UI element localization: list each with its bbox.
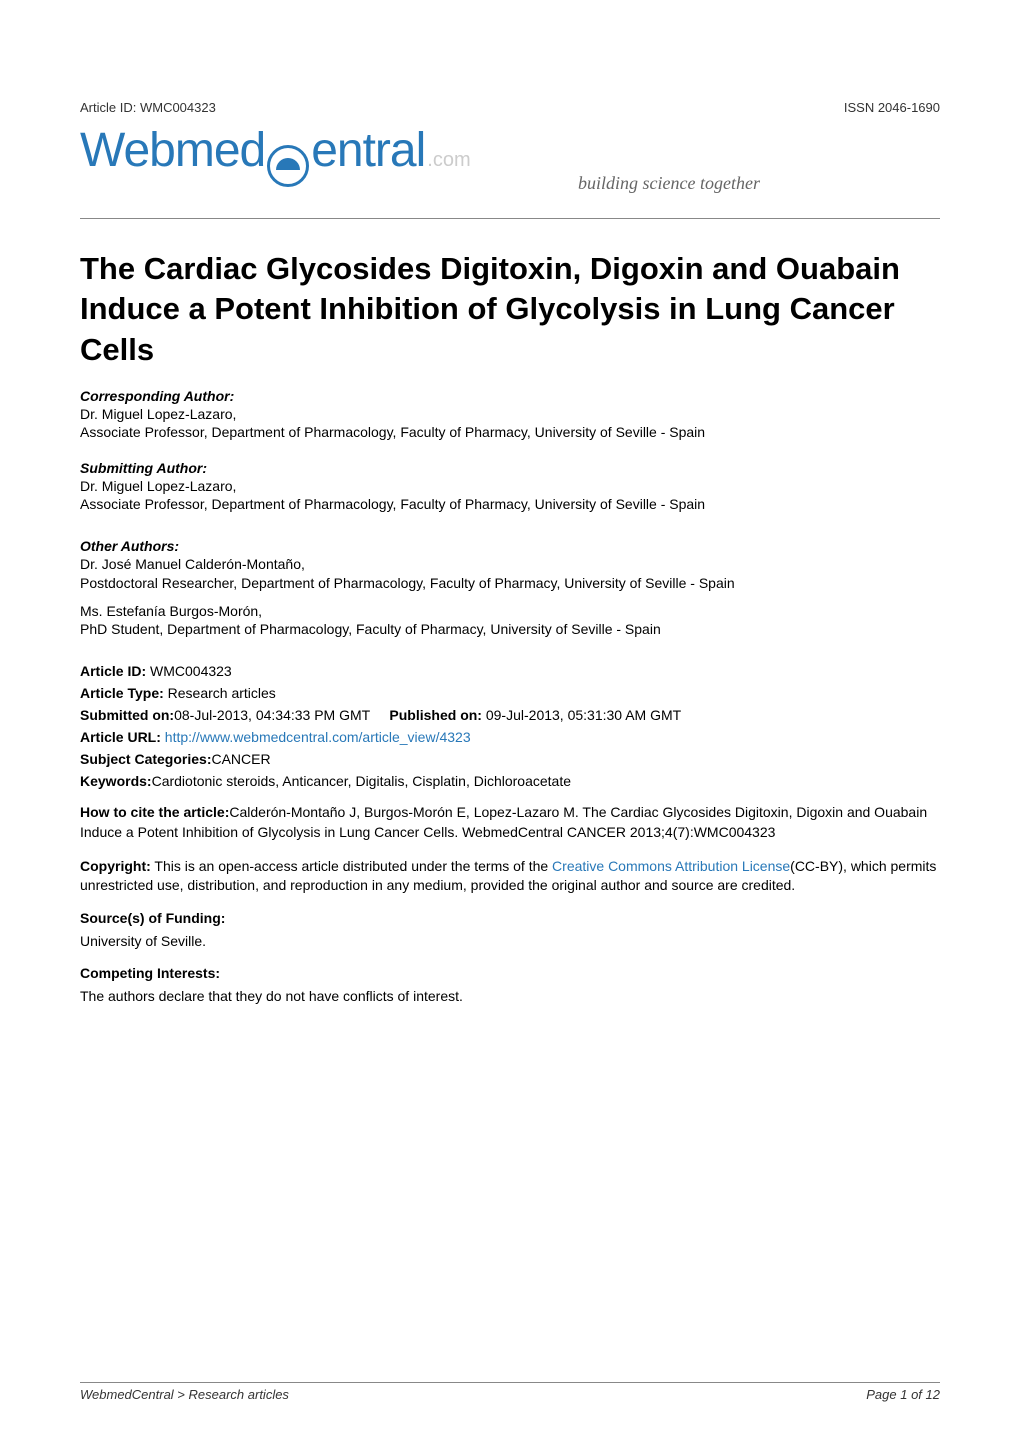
meta-competing-label: Competing Interests: — [80, 965, 220, 981]
meta-article-url-link[interactable]: http://www.webmedcentral.com/article_vie… — [165, 729, 471, 745]
logo-container: Webmed entral .com building science toge… — [80, 123, 940, 194]
meta-article-type: Article Type: Research articles — [80, 685, 940, 701]
meta-submitted-value: 08-Jul-2013, 04:34:33 PM GMT — [174, 707, 370, 723]
footer-row: WebmedCentral > Research articles Page 1… — [80, 1387, 940, 1402]
footer-right: Page 1 of 12 — [866, 1387, 940, 1402]
meta-article-url-label: Article URL: — [80, 729, 161, 745]
meta-article-id: Article ID: WMC004323 — [80, 663, 940, 679]
header-row: Article ID: WMC004323 ISSN 2046-1690 — [80, 100, 940, 115]
other-author-1-affiliation: Postdoctoral Researcher, Department of P… — [80, 574, 940, 594]
meta-keywords-label: Keywords: — [80, 773, 152, 789]
meta-competing-value: The authors declare that they do not hav… — [80, 987, 940, 1007]
meta-article-id-label: Article ID: — [80, 663, 146, 679]
corresponding-author-name: Dr. Miguel Lopez-Lazaro, — [80, 406, 940, 422]
meta-subject-categories: Subject Categories:CANCER — [80, 751, 940, 767]
meta-keywords-value: Cardiotonic steroids, Anticancer, Digita… — [152, 773, 571, 789]
meta-subject-categories-value: CANCER — [211, 751, 270, 767]
meta-article-id-value: WMC004323 — [150, 663, 232, 679]
meta-copyright: Copyright: This is an open-access articl… — [80, 857, 940, 896]
meta-article-type-value: Research articles — [168, 685, 276, 701]
header-article-id-label: Article ID: — [80, 100, 136, 115]
logo-text-webmed: Webmed — [80, 123, 265, 178]
meta-funding-label-row: Source(s) of Funding: — [80, 910, 940, 926]
corresponding-author-label: Corresponding Author: — [80, 388, 940, 404]
article-title: The Cardiac Glycosides Digitoxin, Digoxi… — [80, 249, 940, 370]
meta-submitted-published: Submitted on:08-Jul-2013, 04:34:33 PM GM… — [80, 707, 940, 723]
meta-how-to-cite-label: How to cite the article: — [80, 804, 229, 820]
submitting-author-affiliation: Associate Professor, Department of Pharm… — [80, 496, 940, 512]
other-author-2-affiliation: PhD Student, Department of Pharmacology,… — [80, 621, 940, 637]
meta-copyright-link[interactable]: Creative Commons Attribution License — [552, 858, 790, 874]
header-issn: ISSN 2046-1690 — [844, 100, 940, 115]
footer-left: WebmedCentral > Research articles — [80, 1387, 289, 1402]
other-authors-block: Other Authors: Dr. José Manuel Calderón-… — [80, 538, 940, 638]
logo-circle-icon — [267, 145, 309, 187]
footer: WebmedCentral > Research articles Page 1… — [80, 1382, 940, 1402]
other-author-1-name: Dr. José Manuel Calderón-Montaño, — [80, 556, 940, 572]
meta-how-to-cite: How to cite the article:Calderón-Montaño… — [80, 803, 940, 842]
meta-copyright-label: Copyright: — [80, 858, 151, 874]
divider-top — [80, 218, 940, 219]
meta-submitted-label: Submitted on: — [80, 707, 174, 723]
header-article-id-value: WMC004323 — [140, 100, 216, 115]
submitting-author-label: Submitting Author: — [80, 460, 940, 476]
logo-text-com: .com — [427, 149, 470, 172]
meta-competing-label-row: Competing Interests: — [80, 965, 940, 981]
meta-published-label: Published on: — [389, 707, 482, 723]
submitting-author-block: Submitting Author: Dr. Miguel Lopez-Laza… — [80, 460, 940, 512]
logo-circle-inner — [276, 158, 300, 170]
meta-published-value: 09-Jul-2013, 05:31:30 AM GMT — [486, 707, 681, 723]
submitting-author-name: Dr. Miguel Lopez-Lazaro, — [80, 478, 940, 494]
other-author-2-name: Ms. Estefanía Burgos-Morón, — [80, 603, 940, 619]
meta-article-type-label: Article Type: — [80, 685, 164, 701]
meta-copyright-before: This is an open-access article distribut… — [154, 858, 552, 874]
logo-text-entral: entral — [311, 123, 425, 178]
other-authors-label: Other Authors: — [80, 538, 940, 554]
meta-funding-label: Source(s) of Funding: — [80, 910, 225, 926]
corresponding-author-affiliation: Associate Professor, Department of Pharm… — [80, 424, 940, 440]
header-article-id: Article ID: WMC004323 — [80, 100, 216, 115]
corresponding-author-block: Corresponding Author: Dr. Miguel Lopez-L… — [80, 388, 940, 440]
meta-article-url: Article URL: http://www.webmedcentral.co… — [80, 729, 940, 745]
meta-keywords: Keywords:Cardiotonic steroids, Anticance… — [80, 773, 940, 789]
footer-divider — [80, 1382, 940, 1383]
meta-subject-categories-label: Subject Categories: — [80, 751, 211, 767]
meta-funding-value: University of Seville. — [80, 932, 940, 952]
